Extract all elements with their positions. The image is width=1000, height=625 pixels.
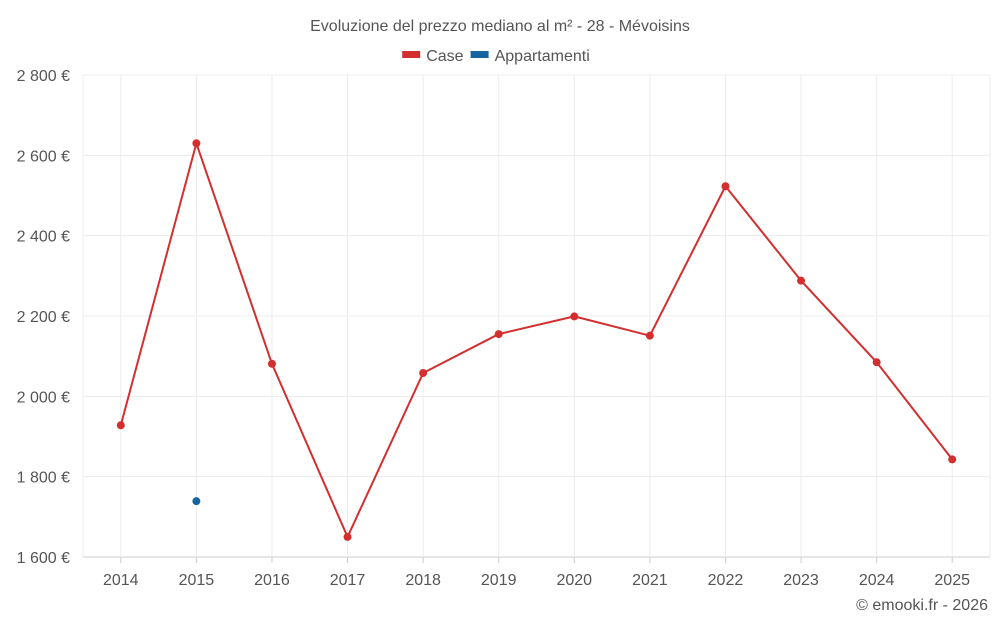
data-point xyxy=(570,312,579,321)
x-tick-label: 2017 xyxy=(330,572,366,589)
data-point xyxy=(872,358,881,367)
credit: © emooki.fr - 2026 xyxy=(856,597,988,614)
data-point xyxy=(948,455,957,464)
series-appartamenti xyxy=(192,497,201,506)
y-tick-label: 2 800 € xyxy=(17,68,70,85)
data-point xyxy=(797,276,806,285)
x-tick-label: 2021 xyxy=(632,572,668,589)
legend-label-appartamenti: Appartamenti xyxy=(495,48,590,65)
data-point xyxy=(343,532,352,541)
data-point xyxy=(494,330,503,339)
legend: Case Appartamenti xyxy=(402,48,590,65)
y-tick-label: 1 600 € xyxy=(17,550,70,567)
chart-title: Evoluzione del prezzo mediano al m² - 28… xyxy=(310,18,690,35)
x-tick-label: 2023 xyxy=(783,572,819,589)
x-tick-label: 2025 xyxy=(934,572,970,589)
y-tick-label: 1 800 € xyxy=(17,470,70,487)
legend-swatch-appartamenti xyxy=(470,51,489,58)
legend-label-case: Case xyxy=(426,48,463,65)
data-point xyxy=(267,359,276,368)
y-tick-label: 2 400 € xyxy=(17,229,70,246)
data-point xyxy=(721,182,730,191)
x-tick-label: 2015 xyxy=(179,572,215,589)
x-tick-label: 2019 xyxy=(481,572,517,589)
x-tick-label: 2016 xyxy=(254,572,290,589)
y-tick-label: 2 200 € xyxy=(17,309,70,326)
data-point xyxy=(192,139,201,148)
x-tick-label: 2020 xyxy=(556,572,592,589)
y-tick-label: 2 000 € xyxy=(17,389,70,406)
x-tick-label: 2014 xyxy=(103,572,139,589)
x-axis: 2014 2015 2016 2017 2018 2019 2020 2021 2022 2023… xyxy=(103,557,970,589)
data-point xyxy=(116,421,125,430)
grid xyxy=(82,74,991,558)
x-tick-label: 2022 xyxy=(708,572,744,589)
y-axis: 1 600 € 1 800 € 2 000 € 2 200 € 2 400 € 2 600… xyxy=(17,68,70,567)
data-point xyxy=(645,331,654,340)
data-point xyxy=(192,497,201,506)
series-layer xyxy=(116,139,957,541)
x-tick-label: 2024 xyxy=(859,572,895,589)
series-case xyxy=(116,139,957,541)
y-tick-label: 2 600 € xyxy=(17,148,70,165)
series-line xyxy=(119,142,953,538)
data-point xyxy=(419,369,428,378)
legend-swatch-case xyxy=(402,51,421,58)
x-tick-label: 2018 xyxy=(405,572,441,589)
